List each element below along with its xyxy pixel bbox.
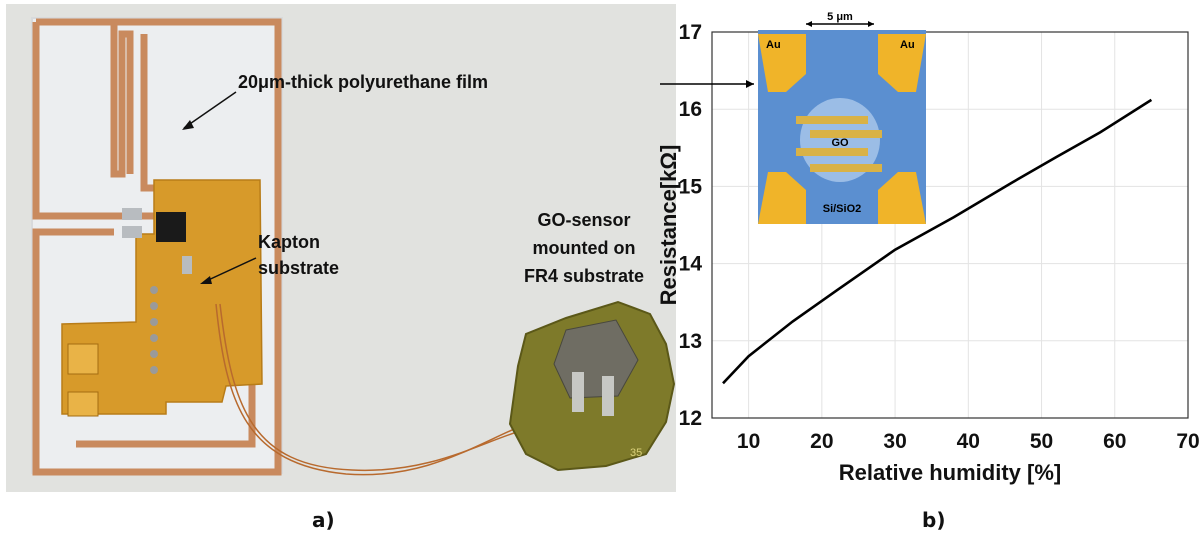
smd-component xyxy=(122,208,142,220)
scale-label: 5 μm xyxy=(827,11,853,23)
smd-component xyxy=(182,256,192,274)
axis-ticks: 10 20 30 40 50 60 70 12 13 14 15 16 17 xyxy=(679,21,1200,453)
inset-finger xyxy=(796,148,868,156)
resistance-chart: 10 20 30 40 50 60 70 12 13 14 15 16 17 Relative humi… xyxy=(660,11,1200,485)
sensor-inset: 5 μm Au Au GO Si/SiO2 xyxy=(758,11,926,224)
kapton-arrowhead xyxy=(200,276,212,284)
film-annotation: 20μm-thick polyurethane film xyxy=(238,72,488,92)
inset-label-au-right: Au xyxy=(900,39,915,51)
inset-electrode-right xyxy=(878,34,926,92)
inset-electrode-left-bottom xyxy=(758,172,806,224)
y-tick-label: 17 xyxy=(679,21,702,44)
scale-arrowhead xyxy=(806,21,812,27)
board-number: 35 xyxy=(630,447,642,459)
panel-label-a: a) xyxy=(312,508,335,532)
sensor-annotation-line1: GO-sensor xyxy=(537,210,630,230)
x-tick-label: 70 xyxy=(1176,430,1199,453)
inset-label-au-left: Au xyxy=(766,39,781,51)
contact-pad xyxy=(67,343,99,375)
kapton-annotation-line1: Kapton xyxy=(258,232,320,252)
inset-electrode-left xyxy=(758,34,806,92)
callout-arrowhead xyxy=(746,80,754,88)
plot-frame xyxy=(711,31,1189,419)
smd-component xyxy=(122,226,142,238)
x-tick-label: 10 xyxy=(737,430,760,453)
scale-arrowhead xyxy=(868,21,874,27)
kapton-arrow xyxy=(203,257,257,283)
sensor-annotation-line3: FR4 substrate xyxy=(524,266,644,286)
inset-finger xyxy=(810,130,882,138)
screw xyxy=(602,376,614,416)
y-tick-label: 13 xyxy=(679,330,702,353)
x-axis-label: Relative humidity [%] xyxy=(839,460,1061,485)
film-arrowhead xyxy=(182,120,194,130)
x-tick-label: 20 xyxy=(810,430,833,453)
x-tick-label: 40 xyxy=(957,430,980,453)
kapton-annotation-line2: substrate xyxy=(258,258,339,278)
x-tick-label: 60 xyxy=(1103,430,1126,453)
inset-label-go: GO xyxy=(831,137,849,149)
film-arrow xyxy=(183,91,237,129)
sensor-annotation-line2: mounted on xyxy=(533,238,636,258)
y-tick-label: 16 xyxy=(679,98,702,121)
y-axis-label: Resistance[kΩ] xyxy=(660,145,681,306)
callout-arrow xyxy=(660,83,754,85)
inset-finger xyxy=(810,164,882,172)
inset-electrode-right-bottom xyxy=(878,172,926,224)
x-tick-label: 50 xyxy=(1030,430,1053,453)
screw xyxy=(572,372,584,412)
contact-pad xyxy=(67,391,99,417)
y-tick-label: 14 xyxy=(679,253,703,276)
resistance-series-line xyxy=(722,98,1153,385)
panel-label-b: b) xyxy=(922,508,946,532)
ic-chip xyxy=(156,212,186,242)
connecting-wires xyxy=(215,303,531,476)
y-tick-label: 15 xyxy=(679,175,703,198)
inset-label-substrate: Si/SiO2 xyxy=(823,203,862,215)
y-tick-label: 12 xyxy=(679,407,702,430)
via-holes xyxy=(150,286,158,374)
sensor-photo: 35 20μm-thick polyurethane film Kapton s… xyxy=(6,4,676,492)
x-tick-label: 30 xyxy=(883,430,906,453)
inset-finger xyxy=(796,116,868,124)
